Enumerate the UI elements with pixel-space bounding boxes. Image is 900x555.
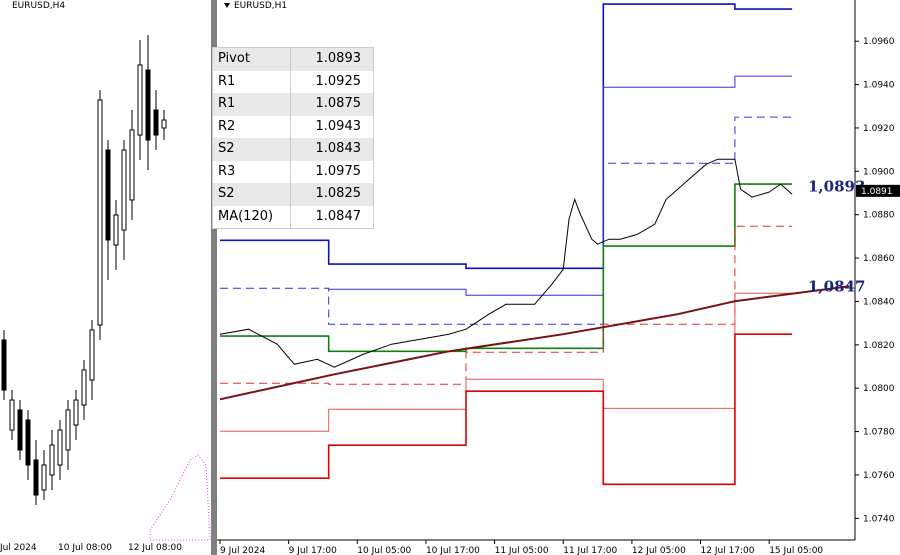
- series-line: [219, 285, 850, 401]
- x-tick-label: 11 Jul 05:00: [495, 546, 549, 555]
- level-value: 1.0975: [315, 163, 362, 179]
- table-row: R2 1.0943: [213, 115, 373, 138]
- level-name: R3: [213, 160, 291, 183]
- level-name: S2: [213, 138, 291, 161]
- level-name: R2: [213, 115, 291, 138]
- x-tick-label: 11 Jul 17:00: [563, 546, 617, 555]
- chart-title: EURUSD,H1: [234, 1, 287, 11]
- y-tick-label: 1.0740: [863, 514, 895, 524]
- left-x-label: 12 Jul 08:00: [128, 543, 182, 553]
- level-value: 1.0943: [315, 118, 362, 134]
- indicator: [149, 454, 211, 541]
- y-tick-label: 1.0900: [863, 167, 895, 177]
- y-tick-label: 1.0780: [863, 428, 895, 438]
- x-tick-label: 12 Jul 05:00: [632, 546, 686, 555]
- x-tick-label: 12 Jul 17:00: [701, 546, 755, 555]
- table-row: S2 1.0825: [213, 183, 373, 206]
- annotation: 1,0847: [808, 277, 865, 295]
- divider: [211, 0, 217, 555]
- pivot-table: Pivot 1.0893 R1 1.0925 R1 1.0875 R2 1.0943 S2 1.0…: [212, 47, 374, 229]
- table-row: R1 1.0875: [213, 93, 373, 116]
- price-box: [856, 184, 900, 197]
- y-tick-label: 1.0940: [863, 81, 895, 91]
- y-tick-label: 1.0920: [863, 124, 895, 134]
- y-tick-label: 1.0860: [863, 254, 895, 264]
- series-line: [220, 3, 793, 270]
- x-tick-label: 15 Jul 05:00: [769, 546, 823, 555]
- table-row: MA(120) 1.0847: [213, 205, 373, 228]
- y-tick-label: 1.0960: [863, 37, 895, 47]
- level-value: 1.0875: [315, 96, 362, 111]
- y-tick-label: 1.0880: [863, 211, 895, 221]
- table-row: Pivot 1.0893: [213, 48, 373, 71]
- level-name: MA(120): [213, 205, 291, 228]
- x-tick-label: 9 Jul 2024: [220, 546, 265, 555]
- y-tick-label: 1.0820: [863, 341, 895, 351]
- table-row: R3 1.0975: [213, 160, 373, 183]
- table-row: R1 1.0925: [213, 70, 373, 93]
- level-value: 1.0843: [315, 141, 362, 156]
- level-value: 1.0925: [315, 73, 362, 89]
- series-line: [220, 333, 793, 486]
- level-name: R1: [213, 70, 291, 93]
- y-tick-label: 1.0840: [863, 297, 895, 307]
- annotation: 1,0893: [808, 178, 865, 196]
- series-line: [220, 225, 793, 385]
- series-line: [220, 183, 793, 353]
- level-name: R1: [213, 93, 291, 116]
- level-value: 1.0893: [315, 51, 362, 66]
- x-tick-label: 10 Jul 17:00: [426, 546, 480, 555]
- left-title: EURUSD,H4: [12, 1, 65, 11]
- title-icon: [224, 3, 230, 8]
- level-name: Pivot: [213, 48, 291, 71]
- y-tick-label: 1.0760: [863, 471, 895, 481]
- table-row: S2 1.0843: [213, 138, 373, 161]
- left-x-label: 10 Jul 08:00: [58, 543, 112, 553]
- level-value: 1.0825: [315, 186, 362, 201]
- price-label: 1.0891: [861, 187, 893, 197]
- left-x-label: Jul 2024: [0, 543, 37, 553]
- y-tick-label: 1.0800: [863, 384, 895, 394]
- x-tick-label: 9 Jul 17:00: [289, 546, 338, 555]
- x-tick-label: 10 Jul 05:00: [357, 546, 411, 555]
- level-value: 1.0847: [315, 208, 362, 224]
- left-candles: [1, 35, 167, 505]
- level-name: S2: [213, 183, 291, 206]
- series-line: [219, 158, 793, 368]
